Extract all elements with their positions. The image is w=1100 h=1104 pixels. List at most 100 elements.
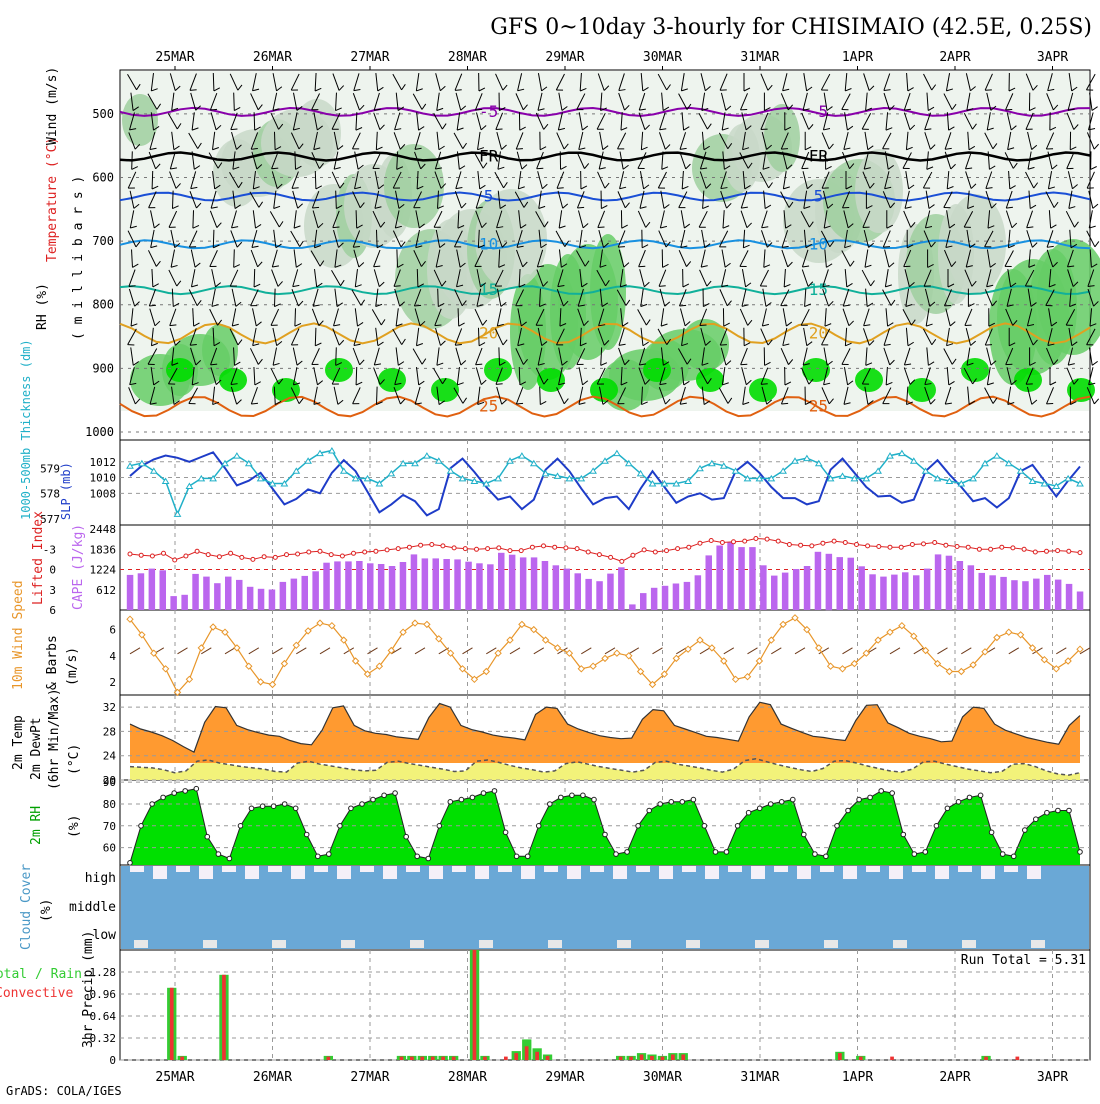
cloud-gap-high bbox=[774, 866, 788, 872]
ytick-temp-28: 28 bbox=[103, 725, 116, 738]
lifted-point bbox=[229, 551, 233, 555]
lifted-point bbox=[352, 551, 356, 555]
rh2m-point bbox=[492, 789, 497, 794]
date-bottom-3APR: 3APR bbox=[1037, 1070, 1068, 1085]
precip-convective-bar bbox=[859, 1057, 863, 1060]
wind-barb-shaft bbox=[234, 249, 235, 267]
cape-bar bbox=[706, 555, 713, 610]
wind10-barb bbox=[961, 648, 971, 654]
rh2m-point bbox=[614, 852, 619, 857]
cloud-gap-high bbox=[291, 866, 305, 879]
rh2m-point bbox=[868, 795, 873, 800]
cape-bar bbox=[1066, 584, 1073, 610]
run-total: Run Total = 5.31 bbox=[961, 953, 1086, 968]
wind-barb-shaft bbox=[397, 249, 398, 267]
date-top-29MAR: 29MAR bbox=[545, 50, 584, 65]
rh2m-point bbox=[846, 808, 851, 813]
date-bottom-1APR: 1APR bbox=[842, 1070, 873, 1085]
wind10-point bbox=[958, 669, 964, 675]
wind10-barb bbox=[724, 648, 734, 654]
cape-bar bbox=[465, 562, 472, 610]
ytick-pressure-900: 900 bbox=[92, 361, 114, 375]
isotherm-label: 10 bbox=[479, 234, 498, 253]
lifted-point bbox=[832, 539, 836, 543]
lifted-point bbox=[195, 549, 199, 553]
precip-convective-bar bbox=[504, 1057, 508, 1060]
lifted-point bbox=[497, 546, 501, 550]
cape-bar bbox=[564, 569, 571, 610]
lifted-point bbox=[385, 548, 389, 552]
cloud-gap-low bbox=[272, 940, 286, 948]
wind-barb-shaft bbox=[540, 387, 541, 405]
wind-barb-shaft bbox=[356, 367, 357, 385]
cloud-gap-high bbox=[521, 866, 535, 879]
cape-bar bbox=[454, 559, 461, 610]
rh2m-point bbox=[404, 834, 409, 839]
cloud-gap-high bbox=[820, 866, 834, 872]
cape-bar bbox=[651, 588, 658, 610]
cape-bar bbox=[400, 562, 407, 610]
wind10-point bbox=[602, 655, 608, 661]
lifted-point bbox=[463, 547, 467, 551]
isotherm-label: 5 bbox=[814, 187, 824, 206]
label-precip-conv: Convective bbox=[0, 986, 73, 1001]
lifted-point bbox=[296, 552, 300, 556]
precip-convective-bar bbox=[650, 1056, 654, 1060]
label-upper-temp: Temperature (°C) bbox=[45, 137, 60, 262]
ytick-rh-80: 80 bbox=[103, 798, 116, 811]
precip-convective-bar bbox=[473, 950, 477, 1060]
wind-barb-shaft bbox=[295, 308, 296, 326]
lifted-point bbox=[720, 541, 724, 545]
lifted-point bbox=[251, 557, 255, 561]
cape-bar bbox=[902, 572, 909, 610]
cape-bar bbox=[476, 563, 483, 610]
rh2m-point bbox=[691, 797, 696, 802]
rh2m-point bbox=[128, 861, 133, 866]
lifted-point bbox=[765, 537, 769, 541]
lifted-point bbox=[452, 546, 456, 550]
cape-bar bbox=[323, 563, 330, 610]
precip-convective-bar bbox=[661, 1057, 665, 1060]
label-lifted-index: Lifted Index bbox=[31, 511, 46, 605]
wind10-barb bbox=[1009, 648, 1019, 654]
cape-bar bbox=[192, 574, 199, 610]
cloud-gap-high bbox=[866, 866, 880, 872]
ytick-temp-32: 32 bbox=[103, 701, 116, 714]
date-top-3APR: 3APR bbox=[1037, 50, 1068, 65]
cape-bar bbox=[422, 558, 429, 610]
cape-bar bbox=[1055, 580, 1062, 610]
thickness-point bbox=[519, 453, 525, 458]
wind-barb-shaft bbox=[193, 210, 194, 228]
lifted-point bbox=[374, 549, 378, 553]
wind-barb-shaft bbox=[1088, 113, 1093, 130]
rh2m-point bbox=[470, 795, 475, 800]
cloud-gap-high bbox=[475, 866, 489, 879]
chart-title: GFS 0~10day 3-hourly for CHISIMAIO (42.5… bbox=[490, 15, 1092, 40]
lifted-point bbox=[240, 555, 244, 559]
cloud-gap-high bbox=[705, 866, 719, 879]
cape-bar bbox=[149, 569, 156, 610]
wind-barb-shaft bbox=[458, 308, 459, 326]
rh2m-point bbox=[625, 850, 630, 855]
wind-barb-shaft bbox=[519, 367, 520, 385]
label-temp2m-sub: (6hr Min/Max) bbox=[47, 688, 62, 790]
label-wind10-unit: (m/s) bbox=[65, 647, 80, 686]
cape-bar bbox=[487, 564, 494, 610]
rh-shade-high bbox=[272, 378, 300, 402]
cape-bar bbox=[727, 542, 734, 610]
ytick-slp-1012: 1012 bbox=[90, 456, 117, 469]
label-temp2m-unit: (°C) bbox=[67, 744, 82, 775]
lifted-point bbox=[597, 553, 601, 557]
cloud-level-high: high bbox=[85, 871, 116, 886]
rh2m-point bbox=[139, 824, 144, 829]
rh2m-point bbox=[890, 791, 895, 796]
lifted-point bbox=[206, 553, 210, 557]
cape-bar bbox=[880, 577, 887, 610]
rh2m-point bbox=[757, 806, 762, 811]
cape-bar bbox=[553, 565, 560, 610]
cape-bar bbox=[760, 565, 767, 610]
rh2m-point bbox=[603, 832, 608, 837]
cape-bar bbox=[935, 554, 942, 610]
cape-bar bbox=[804, 566, 811, 610]
rh2m-point bbox=[249, 806, 254, 811]
